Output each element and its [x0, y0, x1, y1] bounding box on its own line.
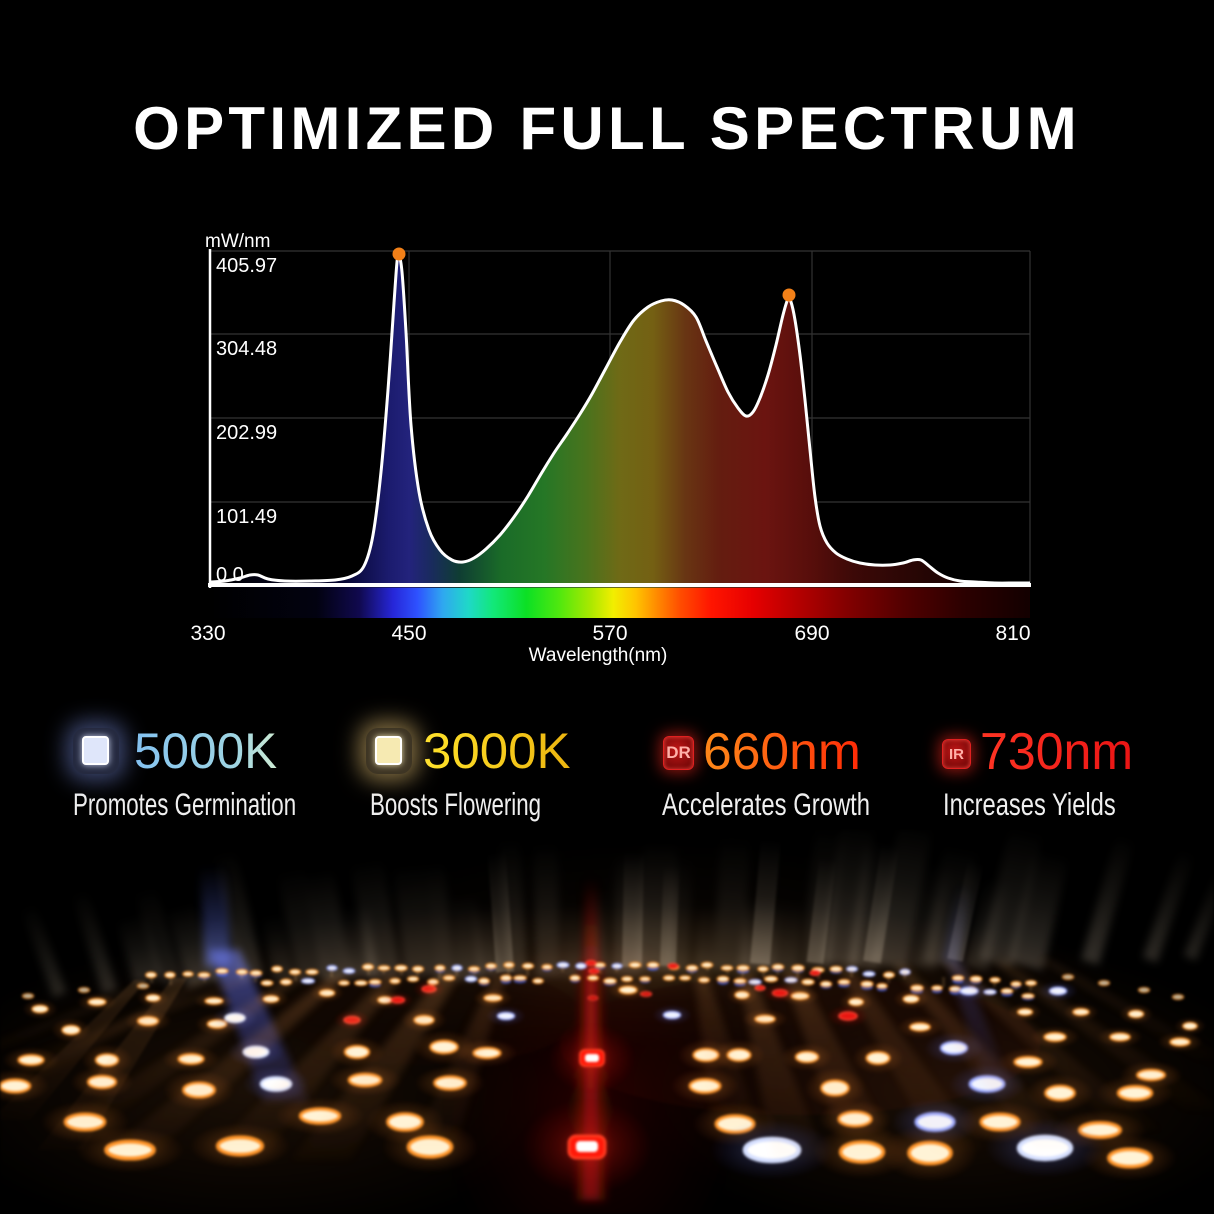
svg-text:450: 450 [391, 622, 426, 645]
svg-text:810: 810 [995, 622, 1030, 645]
svg-text:405.97: 405.97 [216, 255, 277, 277]
svg-text:330: 330 [190, 622, 225, 645]
svg-text:570: 570 [592, 622, 627, 645]
svg-text:101.49: 101.49 [216, 506, 277, 528]
svg-text:mW/nm: mW/nm [205, 231, 270, 252]
svg-text:Wavelength(nm): Wavelength(nm) [529, 645, 668, 666]
svg-text:0.0: 0.0 [216, 564, 244, 586]
svg-text:304.48: 304.48 [216, 338, 277, 360]
svg-text:202.99: 202.99 [216, 422, 277, 444]
svg-text:690: 690 [794, 622, 829, 645]
